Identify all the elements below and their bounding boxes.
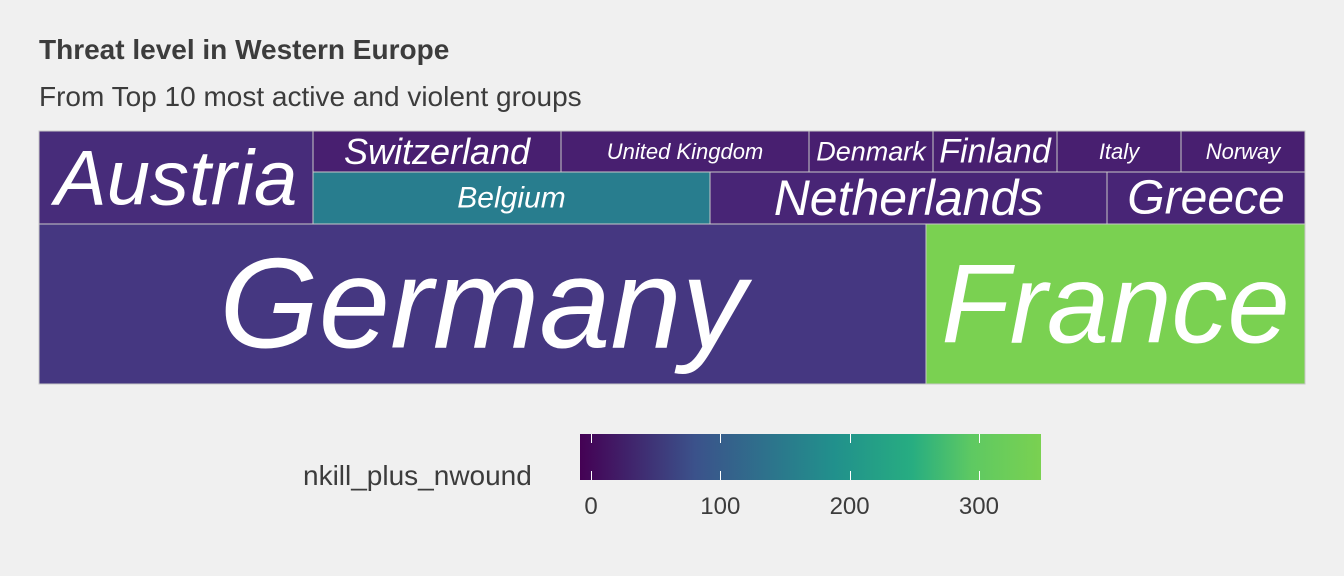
chart-subtitle: From Top 10 most active and violent grou… xyxy=(39,81,582,112)
tile-label-france: France xyxy=(941,242,1290,367)
tile-netherlands xyxy=(709,171,1108,225)
legend-tick-mark-bottom xyxy=(591,471,592,480)
legend-tick-mark-bottom xyxy=(720,471,722,480)
tile-germany xyxy=(38,223,927,385)
legend-colorbar xyxy=(580,434,1041,480)
tile-label-germany: Germany xyxy=(219,233,752,376)
tile-denmark xyxy=(808,130,934,173)
legend-tick-mark-bottom xyxy=(849,471,851,480)
tile-france xyxy=(925,223,1306,385)
tile-norway xyxy=(1180,130,1306,173)
legend-tick-mark-top xyxy=(720,434,722,443)
tile-label-finland: Finland xyxy=(939,133,1052,171)
tile-label-united-kingdom: United Kingdom xyxy=(607,139,764,164)
tile-united-kingdom xyxy=(560,130,810,173)
tile-greece xyxy=(1106,171,1306,225)
tile-label-norway: Norway xyxy=(1206,139,1283,164)
legend-tick-label: 100 xyxy=(700,493,741,520)
tile-label-netherlands: Netherlands xyxy=(774,170,1044,226)
tile-italy xyxy=(1056,130,1182,173)
tile-label-greece: Greece xyxy=(1127,172,1284,225)
legend-tick-label: 0 xyxy=(584,493,598,520)
tile-austria xyxy=(38,130,314,225)
tile-switzerland xyxy=(312,130,562,173)
legend-tick-label: 300 xyxy=(958,493,999,520)
legend-tick-mark-bottom xyxy=(978,471,980,480)
legend-title: nkill_plus_nwound xyxy=(303,460,532,491)
legend-tick-mark-top xyxy=(591,434,592,443)
tile-label-denmark: Denmark xyxy=(816,137,927,167)
tile-label-switzerland: Switzerland xyxy=(344,131,531,172)
tile-label-belgium: Belgium xyxy=(457,182,565,215)
chart-title: Threat level in Western Europe xyxy=(39,34,450,65)
tile-finland xyxy=(932,130,1058,173)
tile-label-italy: Italy xyxy=(1099,139,1141,164)
legend-tick-mark-top xyxy=(849,434,851,443)
legend-tick-label: 200 xyxy=(829,493,870,520)
legend-tick-mark-top xyxy=(978,434,980,443)
tile-label-austria: Austria xyxy=(51,134,298,222)
